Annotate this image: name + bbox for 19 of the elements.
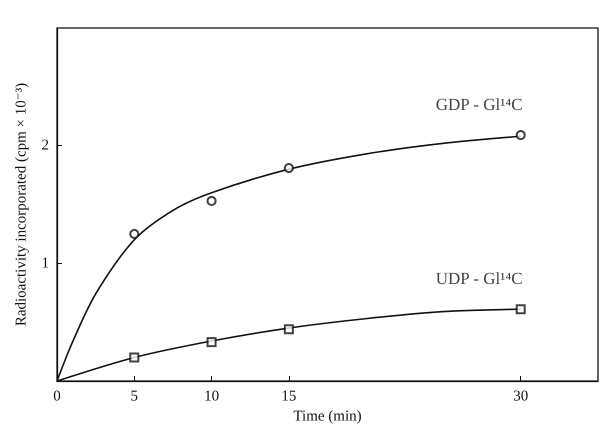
y-axis-title: Radioactivity incorporated (cpm × 10⁻³) (14, 82, 30, 326)
x-tick-label: 5 (130, 388, 138, 404)
point (129, 352, 140, 362)
series-label: UDP - Gl¹⁴C (436, 269, 523, 288)
y-tick-label: 1 (42, 255, 49, 272)
point (129, 228, 140, 239)
point (284, 324, 294, 334)
point (284, 163, 294, 174)
series-label: GDP - Gl¹⁴C (436, 95, 523, 114)
point (206, 196, 217, 206)
point (516, 304, 526, 314)
x-tick-label: 30 (513, 388, 528, 404)
x-axis-title: Time (min) (293, 408, 362, 424)
y-tick-label: 2 (42, 138, 49, 154)
x-tick-label: 15 (281, 388, 296, 404)
point (516, 130, 526, 140)
x-tick-label: 10 (204, 388, 220, 404)
x-tick-label: 0 (53, 388, 61, 404)
point (206, 337, 217, 348)
